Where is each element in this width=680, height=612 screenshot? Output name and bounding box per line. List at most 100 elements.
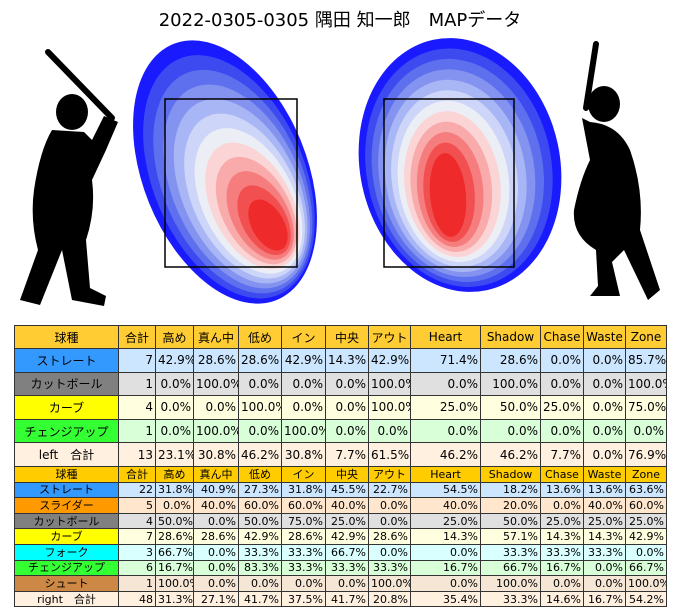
header-cell: イン	[281, 325, 326, 349]
value-cell: 20.8%	[368, 590, 411, 608]
value-cell: 40.0%	[193, 497, 239, 514]
value-cell: 28.6%	[193, 528, 239, 545]
value-cell: 25.0%	[410, 395, 481, 420]
heat-contour	[429, 153, 467, 237]
value-cell: 0.0%	[368, 497, 411, 514]
value-cell: 100.0%	[155, 575, 194, 592]
value-cell: 100.0%	[625, 575, 667, 592]
header-cell: Shadow	[480, 325, 541, 349]
value-cell: 61.5%	[368, 442, 411, 467]
value-cell: 100.0%	[480, 575, 541, 592]
title: 2022-0305-0305 隅田 知一郎 MAPデータ	[158, 10, 522, 31]
value-cell: 7	[118, 348, 156, 373]
right-heatmap	[358, 38, 562, 292]
header-cell: アウト	[368, 325, 411, 349]
value-cell: 75.0%	[625, 395, 667, 420]
data-row: right 合計 48 31.3% 27.1% 41.7% 37.5% 41.7% 20.8%…	[14, 590, 667, 608]
value-cell: 1	[118, 575, 156, 592]
value-cell: 0.0%	[193, 395, 239, 420]
value-cell: 25.0%	[540, 395, 584, 420]
value-cell: 0.0%	[325, 575, 369, 592]
value-cell: 0.0%	[155, 371, 194, 397]
value-cell: 54.2%	[625, 590, 667, 608]
header-cell: 高め	[155, 466, 194, 483]
value-cell: 30.8%	[281, 442, 326, 467]
value-cell: 100.0%	[368, 575, 411, 592]
value-cell: 60.0%	[238, 497, 282, 514]
value-cell: 0.0%	[410, 371, 481, 397]
value-cell: 0.0%	[325, 418, 369, 444]
value-cell: 0.0%	[625, 418, 667, 444]
data-row: カットボール 4 50.0% 0.0% 50.0% 75.0% 25.0% 0.0% 25.0%…	[14, 512, 667, 530]
value-cell: 16.7%	[540, 559, 584, 577]
value-cell: 28.6%	[155, 528, 194, 545]
header-cell: Waste	[583, 325, 626, 349]
value-cell: 33.3%	[480, 543, 541, 561]
header-cell: 低め	[238, 466, 282, 483]
header-cell: 合計	[118, 325, 156, 349]
pitch-label: カーブ	[14, 395, 119, 420]
value-cell: 0.0%	[155, 395, 194, 420]
value-cell: 0.0%	[625, 543, 667, 561]
value-cell: 33.3%	[281, 543, 326, 561]
data-row: カーブ40.0%0.0%100.0%0.0%0.0%100.0%25.0%50.…	[14, 395, 667, 420]
header-cell: Heart	[410, 325, 481, 349]
value-cell: 14.3%	[325, 348, 369, 373]
value-cell: 48	[118, 590, 156, 608]
data-row: スライダー 5 0.0% 40.0% 60.0% 60.0% 40.0% 0.0% 40.0% 2…	[14, 497, 667, 514]
value-cell: 31.8%	[155, 481, 194, 499]
value-cell: 0.0%	[583, 442, 626, 467]
header-cell: Heart	[410, 466, 481, 483]
value-cell: 100.0%	[480, 371, 541, 397]
value-cell: 100.0%	[238, 395, 282, 420]
value-cell: 40.0%	[410, 497, 481, 514]
value-cell: 0.0%	[238, 575, 282, 592]
value-cell: 0.0%	[368, 418, 411, 444]
value-cell: 28.6%	[480, 348, 541, 373]
value-cell: 66.7%	[480, 559, 541, 577]
value-cell: 18.2%	[480, 481, 541, 499]
value-cell: 0.0%	[325, 371, 369, 397]
value-cell: 33.3%	[325, 559, 369, 577]
value-cell: 0.0%	[480, 418, 541, 444]
data-row: カーブ 7 28.6% 28.6% 42.9% 28.6% 42.9% 28.6% 14.3% 5…	[14, 528, 667, 545]
value-cell: 42.9%	[325, 528, 369, 545]
value-cell: 50.0%	[480, 395, 541, 420]
header-cell: Zone	[625, 466, 667, 483]
header-cell: 中央	[325, 325, 369, 349]
value-cell: 23.1%	[155, 442, 194, 467]
value-cell: 4	[118, 512, 156, 530]
value-cell: 50.0%	[155, 512, 194, 530]
pitch-label: フォーク	[14, 543, 119, 561]
value-cell: 100.0%	[368, 371, 411, 397]
value-cell: 13.6%	[583, 481, 626, 499]
value-cell: 75.0%	[281, 512, 326, 530]
value-cell: 3	[118, 543, 156, 561]
value-cell: 100.0%	[368, 395, 411, 420]
value-cell: 76.9%	[625, 442, 667, 467]
value-cell: 7.7%	[325, 442, 369, 467]
value-cell: 42.9%	[625, 528, 667, 545]
left-batter	[20, 49, 118, 306]
header-cell: アウト	[368, 466, 411, 483]
header-cell: 真ん中	[193, 325, 239, 349]
value-cell: 33.3%	[281, 559, 326, 577]
value-cell: 28.6%	[193, 348, 239, 373]
value-cell: 40.0%	[583, 497, 626, 514]
data-row: ストレート 22 31.8% 40.9% 27.3% 31.8% 45.5% 22.7% 54.…	[14, 481, 667, 499]
left-table: 球種 合計 高め 真ん中 低め イン 中央 アウト Heart Shadow Chase Waste Z…	[14, 325, 667, 467]
value-cell: 0.0%	[583, 559, 626, 577]
header-cell: Shadow	[480, 466, 541, 483]
value-cell: 33.3%	[583, 543, 626, 561]
value-cell: 0.0%	[583, 348, 626, 373]
value-cell: 0.0%	[583, 418, 626, 444]
value-cell: 22	[118, 481, 156, 499]
value-cell: 16.7%	[410, 559, 481, 577]
header-cell: 球種	[14, 325, 119, 349]
value-cell: 5	[118, 497, 156, 514]
value-cell: 0.0%	[583, 395, 626, 420]
value-cell: 0.0%	[193, 512, 239, 530]
value-cell: 14.6%	[540, 590, 584, 608]
value-cell: 4	[118, 395, 156, 420]
value-cell: 0.0%	[540, 348, 584, 373]
